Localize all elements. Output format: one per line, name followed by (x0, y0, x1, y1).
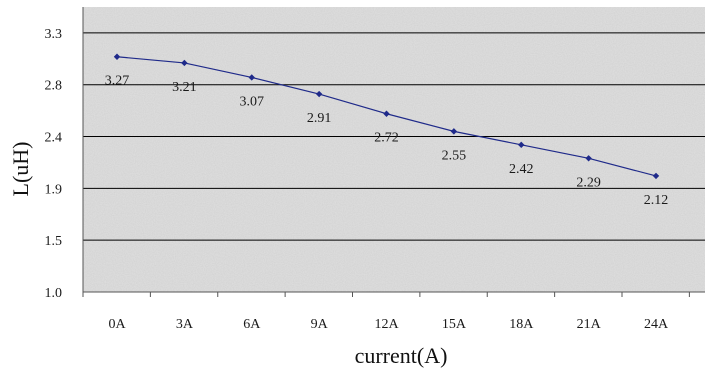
data-point (585, 155, 592, 162)
data-label: 3.27 (105, 74, 130, 89)
data-point (248, 74, 255, 81)
x-axis-title: current(A) (355, 343, 448, 368)
x-tick-label: 21A (577, 317, 602, 332)
x-tick-label: 24A (644, 317, 669, 332)
x-tick-label: 3A (176, 317, 194, 332)
data-point (181, 59, 188, 67)
gridlines (83, 32, 705, 241)
x-tick-label: 0A (108, 317, 126, 332)
x-tick-labels: 0A 3A 6A 9A 12A 15A 18A 21A 24A (82, 292, 690, 332)
data-point (315, 90, 323, 98)
y-tick-label: 1.9 (45, 182, 63, 197)
data-point (450, 128, 458, 135)
x-tick-label: 9A (311, 317, 329, 332)
data-label: 2.42 (509, 162, 534, 177)
data-label: 3.07 (240, 94, 265, 109)
y-tick-label: 2.8 (45, 79, 63, 94)
series-group (113, 53, 660, 180)
data-point (383, 110, 390, 117)
data-label: 2.72 (374, 131, 399, 146)
data-label: 2.55 (442, 148, 467, 163)
plot-texture (83, 7, 705, 292)
data-label: 2.91 (307, 111, 332, 126)
data-point (652, 172, 660, 180)
data-point (518, 141, 525, 149)
y-axis-title: L(uH) (8, 142, 33, 197)
axes (82, 7, 705, 293)
y-tick-label: 1.5 (45, 234, 63, 249)
y-tick-labels: 1.0 1.5 1.9 2.4 2.8 3.3 (45, 27, 63, 301)
y-tick-label: 3.3 (45, 27, 63, 42)
x-tick-label: 6A (243, 317, 261, 332)
x-tick-label: 18A (509, 317, 534, 332)
plot-area (83, 7, 705, 292)
data-labels: 3.27 3.21 3.07 2.91 2.72 2.55 2.42 2.29 2.12 (105, 74, 669, 208)
x-tick-label: 15A (442, 317, 467, 332)
y-tick-label: 2.4 (45, 131, 63, 146)
y-tick-label: 1.0 (45, 286, 63, 301)
data-label: 2.12 (644, 193, 669, 208)
data-label: 2.29 (576, 175, 601, 190)
x-tick-label: 12A (374, 317, 399, 332)
data-label: 3.21 (172, 80, 197, 95)
data-point (113, 53, 121, 60)
